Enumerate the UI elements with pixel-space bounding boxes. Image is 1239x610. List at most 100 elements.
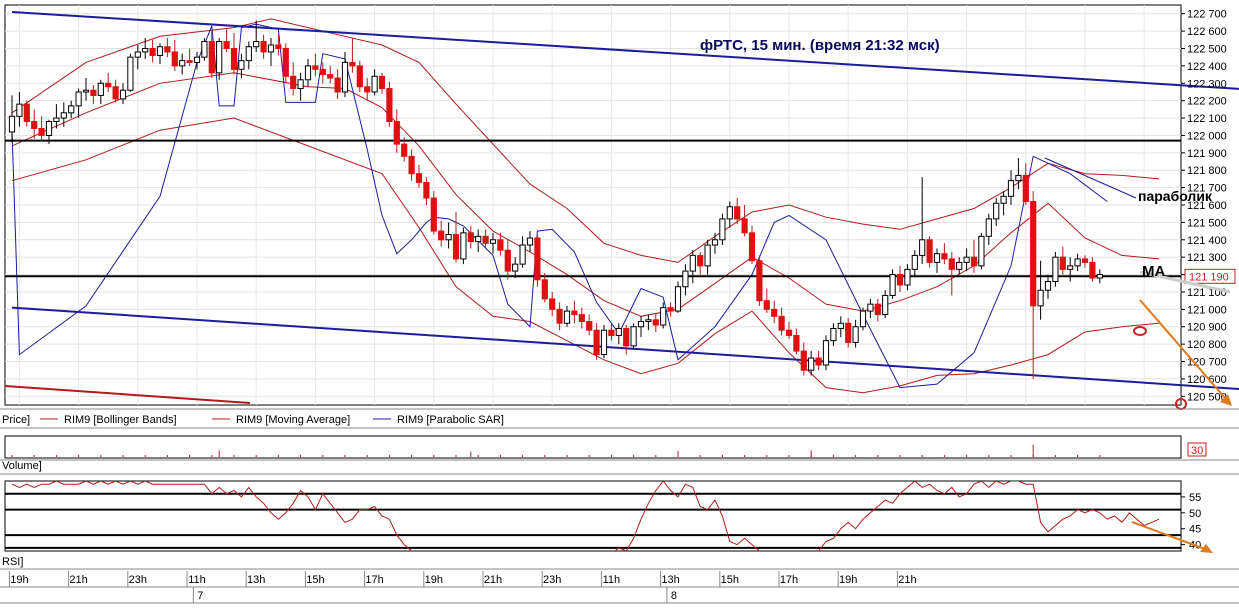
time-label: 23h: [129, 574, 147, 586]
candle-body: [127, 56, 134, 91]
candle-body: [756, 260, 763, 302]
candle-body: [970, 256, 978, 267]
candle-body: [859, 310, 867, 328]
candle-body: [112, 86, 119, 100]
legend: Price] RIM9 [Bollinger Bands] RIM9 [Movi…: [2, 414, 504, 426]
candle-body: [38, 127, 45, 136]
candle-body: [75, 91, 82, 107]
candle-body: [645, 319, 652, 323]
candle-body: [1037, 289, 1044, 307]
candle-body: [134, 51, 141, 58]
rsi-series: [11, 481, 1160, 551]
candle-body: [208, 41, 215, 74]
time-label: 15h: [306, 574, 324, 586]
rsi-y-axis: 55504540: [1181, 492, 1201, 552]
candle-body: [482, 235, 489, 244]
candle-body: [319, 68, 326, 76]
candle-body: [290, 75, 297, 89]
candle-body: [785, 329, 793, 336]
candle-body: [119, 89, 127, 100]
candle-body: [896, 274, 904, 286]
candle-body: [312, 65, 319, 70]
rsi-annotation: [1131, 521, 1213, 553]
candle-body: [238, 60, 245, 70]
candle-body: [593, 329, 600, 356]
candle-body: [452, 234, 460, 260]
candle-body: [364, 86, 371, 93]
candle-body: [637, 321, 645, 328]
candle-body: [726, 206, 733, 220]
candle-body: [541, 279, 548, 300]
candle-body: [941, 253, 948, 260]
candle-body: [1030, 201, 1037, 307]
price-tick-label: 121 400: [1187, 235, 1227, 247]
candle-body: [800, 350, 807, 371]
rsi-grid: [5, 492, 1181, 549]
candle-body: [497, 239, 504, 251]
candle-body: [445, 234, 452, 241]
candle-body: [60, 112, 67, 119]
forecast-arrow-rsi: [1131, 521, 1206, 550]
volume-last-badge: [1187, 442, 1207, 457]
candle-body: [1000, 195, 1007, 204]
candle-body: [97, 82, 104, 96]
candle-body: [460, 232, 467, 260]
candle-body: [933, 253, 941, 263]
candle-body: [53, 117, 60, 123]
time-label: 21h: [484, 574, 502, 586]
candle-body: [578, 314, 585, 323]
candle-body: [815, 357, 822, 366]
candle-body: [371, 75, 378, 93]
day-label: 8: [671, 590, 677, 602]
candle-body: [282, 47, 289, 77]
candle-body: [386, 87, 393, 123]
moving-average: [11, 72, 1160, 317]
price-tick-label: 122 400: [1187, 61, 1227, 73]
time-label: 21h: [69, 574, 87, 586]
candle-body: [253, 41, 260, 48]
rsi-tick-label: 50: [1189, 508, 1201, 520]
time-label: 21h: [898, 574, 916, 586]
candle-body: [763, 300, 770, 310]
price-tick-label: 122 700: [1187, 9, 1227, 21]
candle-body: [837, 322, 844, 329]
candle-body: [985, 218, 992, 237]
volume-panel: [4, 435, 1182, 459]
candle-body: [489, 239, 497, 244]
legend-ma: RIM9 [Moving Average]: [236, 414, 350, 426]
candle-body: [31, 121, 38, 129]
parabolic-sar-line: [11, 23, 1108, 389]
candle-body: [1067, 265, 1074, 270]
price-y-axis: 122 700 122 600 122 500 122 400 122 300 122 2…: [1181, 9, 1236, 403]
candle-body: [919, 239, 926, 256]
price-tick-label: 121 500: [1187, 217, 1227, 229]
candle-body: [926, 239, 933, 263]
candle-body: [882, 294, 889, 316]
candle-body: [741, 218, 748, 234]
candle-body: [415, 173, 423, 183]
day-label: 7: [197, 590, 203, 602]
price-tick-label: 121 700: [1187, 183, 1227, 195]
candle-body: [430, 197, 437, 232]
volume-last-value: 30: [1191, 445, 1203, 457]
price-tick-label: 121 000: [1187, 304, 1227, 316]
price-tick-label: 121 800: [1187, 165, 1227, 177]
time-label: 13h: [661, 574, 679, 586]
rsi-title: RSI]: [2, 556, 23, 568]
candle-body: [504, 249, 511, 272]
legend-sar: RIM9 [Parabolic SAR]: [397, 414, 504, 426]
candle-body: [586, 321, 593, 331]
candle-body: [393, 121, 400, 145]
candle-body: [682, 270, 689, 288]
candle-body: [68, 105, 75, 114]
time-label: 17h: [780, 574, 798, 586]
candle-body: [549, 298, 556, 310]
parabolic-sar: [11, 23, 1108, 389]
price-tick-label: 122 200: [1187, 96, 1227, 108]
candle-body: [689, 254, 696, 272]
price-tick-label: 121 300: [1187, 252, 1227, 264]
candle-body: [304, 65, 312, 81]
parabolic-label: параболик: [1138, 188, 1213, 204]
price-tick-label: 122 500: [1187, 43, 1227, 55]
candle-body: [822, 340, 830, 366]
